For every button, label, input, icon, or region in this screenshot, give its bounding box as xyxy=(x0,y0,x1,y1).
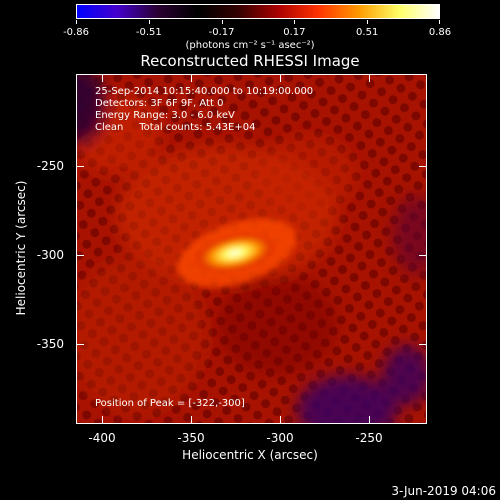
y-tick-mark xyxy=(419,166,426,167)
colorbar-tick-mark xyxy=(439,20,440,24)
colorbar-tick-label: 0.51 xyxy=(356,27,379,38)
y-tick-label: -350 xyxy=(36,337,64,351)
y-tick-mark xyxy=(77,344,84,345)
timestamp: 3-Jun-2019 04:06 xyxy=(391,484,496,498)
colorbar-tick-mark xyxy=(294,20,296,24)
x-tick-mark xyxy=(369,416,370,423)
y-tick-mark xyxy=(77,166,84,167)
colorbar xyxy=(76,4,440,19)
y-tick-label: -300 xyxy=(36,248,64,262)
colorbar-tick-label: -0.51 xyxy=(135,27,162,38)
colorbar-tick-label: 0.17 xyxy=(283,27,306,38)
rhessi-image-plot: 25-Sep-2014 10:15:40.000 to 10:19:00.000… xyxy=(76,74,427,424)
y-tick-mark xyxy=(419,255,426,256)
x-tick-mark xyxy=(102,416,103,423)
x-tick-mark xyxy=(280,416,281,423)
peak-position-label: Position of Peak = [-322,-300] xyxy=(95,398,245,409)
colorbar-tick-label: 0.86 xyxy=(428,27,452,38)
colorbar-tick-label: -0.86 xyxy=(63,27,89,38)
info-line-time: 25-Sep-2014 10:15:40.000 to 10:19:00.000 xyxy=(95,86,314,97)
x-tick-label: -300 xyxy=(266,431,294,445)
colorbar-tick-mark xyxy=(76,20,77,24)
x-tick-mark xyxy=(191,75,192,82)
rhessi-image xyxy=(77,75,426,423)
x-tick-label: -400 xyxy=(88,431,116,445)
y-tick-label: -250 xyxy=(36,159,64,173)
info-line-energy: Energy Range: 3.0 - 6.0 keV xyxy=(95,110,235,121)
x-tick-label: -350 xyxy=(177,431,205,445)
y-tick-mark xyxy=(77,255,84,256)
colorbar-units-label: (photons cm⁻² s⁻¹ asec⁻²) xyxy=(185,40,315,51)
colorbar-tick-mark xyxy=(221,20,223,24)
plot-title: Reconstructed RHESSI Image xyxy=(140,52,360,70)
x-tick-mark xyxy=(191,416,192,423)
x-tick-mark xyxy=(369,75,370,82)
info-line-counts: Clean Total counts: 5.43E+04 xyxy=(95,122,256,133)
x-tick-label: -250 xyxy=(355,431,383,445)
x-axis-label: Heliocentric X (arcsec) xyxy=(182,448,318,462)
x-tick-mark xyxy=(280,75,281,82)
y-tick-mark xyxy=(419,344,426,345)
colorbar-tick-mark xyxy=(367,20,369,24)
info-line-detectors: Detectors: 3F 6F 9F, Att 0 xyxy=(95,98,224,109)
colorbar-tick-mark xyxy=(148,20,150,24)
y-axis-label: Heliocentric Y (arcsec) xyxy=(14,180,28,316)
x-tick-mark xyxy=(102,75,103,82)
colorbar-tick-label: -0.17 xyxy=(208,27,235,38)
